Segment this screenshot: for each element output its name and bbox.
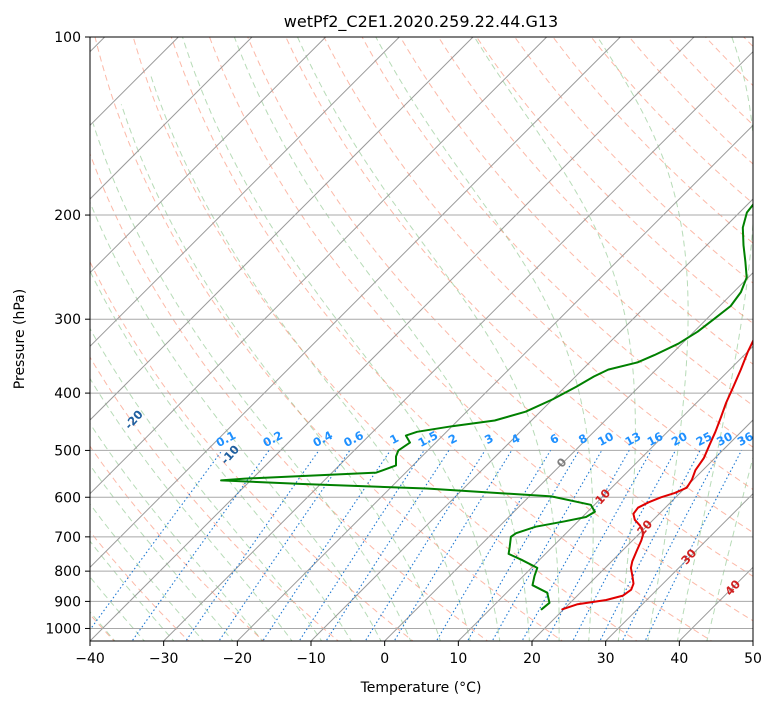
dry-adiabat-line — [130, 24, 641, 644]
moist-adiabat-line — [376, 37, 593, 643]
mixing-ratio-label: 30 — [714, 429, 735, 449]
chart-title: wetPf2_C2E1.2020.259.22.44.G13 — [284, 12, 558, 32]
dry-adiabat-label: -20 — [122, 407, 146, 432]
dry-adiabat-line — [656, 24, 775, 644]
x-tick-label: 40 — [670, 651, 688, 667]
dry-adiabat-line — [318, 24, 775, 644]
reference-line-labels: -100-90-80-70-60-50-40-30-20-10010203040… — [0, 17, 756, 598]
y-axis-title: Pressure (hPa) — [12, 289, 28, 389]
mixing-ratio-label: 16 — [645, 429, 666, 449]
y-tick-label: 400 — [54, 386, 81, 402]
mixing-ratio-label: 0.6 — [341, 428, 366, 450]
isotherm-line — [90, 37, 694, 641]
mixing-ratio-line — [80, 450, 222, 643]
dewpoint-trace — [221, 37, 775, 609]
moist-adiabat-line — [298, 37, 560, 643]
y-tick-label: 1000 — [45, 621, 81, 637]
x-tick-label: 0 — [380, 651, 389, 667]
mixing-ratio-label: 13 — [623, 429, 644, 449]
x-tick-label: −30 — [149, 651, 179, 667]
mixing-ratio-line — [466, 450, 579, 643]
isotherm-line — [0, 37, 326, 641]
moist-adiabat-line — [93, 123, 412, 643]
dry-adiabat-line — [17, 24, 416, 644]
dry-adiabat-line — [54, 24, 491, 644]
dry-adiabats — [0, 24, 775, 644]
dry-adiabat-line — [0, 24, 191, 644]
dry-adiabat-line — [430, 24, 775, 644]
x-axis-title: Temperature (°C) — [360, 680, 482, 696]
moist-adiabats — [0, 37, 775, 643]
x-tick-label: 30 — [597, 651, 615, 667]
x-tick-label: −10 — [296, 651, 326, 667]
pressure-gridlines — [90, 37, 753, 628]
x-tick-label: −40 — [75, 651, 105, 667]
x-tick-label: 20 — [523, 651, 541, 667]
mixing-ratio-line — [325, 450, 449, 643]
y-tick-label: 800 — [54, 564, 81, 580]
temperature-trace — [562, 37, 775, 609]
mixing-ratio-label: 2 — [446, 431, 460, 447]
sounding-traces — [221, 37, 775, 609]
isotherm-line — [164, 37, 768, 641]
dry-adiabat-line — [581, 24, 775, 644]
mixing-ratio-label: 6 — [548, 431, 562, 447]
y-tick-label: 600 — [54, 490, 81, 506]
moist-adiabat-line — [598, 37, 689, 643]
moist-adiabat-label: 0 — [554, 455, 570, 470]
isotherm-line — [679, 37, 775, 641]
y-axis: 100 200 300 400 500 600 700 800 900 1000 — [45, 30, 90, 637]
x-tick-label: −20 — [223, 651, 253, 667]
mixing-ratio-line — [572, 450, 676, 643]
dry-adiabat-line — [393, 24, 775, 644]
isotherm-line — [0, 37, 547, 641]
mixing-ratio-label: 0.2 — [260, 428, 285, 450]
isotherms — [0, 37, 775, 641]
mixing-ratio-label: 0.4 — [310, 428, 335, 450]
y-tick-label: 500 — [54, 443, 81, 459]
isotherm-line — [311, 37, 775, 641]
mixing-ratio-label: 4 — [509, 431, 523, 447]
moist-adiabat-label: 30 — [678, 546, 699, 567]
y-tick-label: 700 — [54, 530, 81, 546]
isotherm-line — [753, 37, 775, 641]
y-tick-label: 900 — [54, 594, 81, 610]
y-tick-label: 300 — [54, 312, 81, 328]
mixing-ratio-label: 25 — [694, 429, 715, 449]
moist-adiabat-line — [121, 104, 441, 643]
mixing-ratio-line — [364, 450, 485, 643]
mixing-ratio-line — [435, 450, 551, 643]
dry-adiabat-line — [0, 24, 266, 644]
dry-adiabat-label: -30 — [31, 369, 55, 394]
dry-adiabat-line — [769, 24, 775, 644]
dry-adiabat-line — [506, 24, 775, 644]
x-tick-label: 10 — [449, 651, 467, 667]
dry-adiabat-line — [694, 24, 775, 644]
x-tick-label: 50 — [744, 651, 762, 667]
y-tick-label: 100 — [54, 30, 81, 46]
moist-adiabat-line — [183, 37, 501, 643]
isotherm-line — [16, 37, 620, 641]
x-axis: −40 −30 −20 −10 0 10 20 30 40 50 — [75, 641, 762, 667]
dry-adiabat-line — [355, 24, 775, 644]
y-tick-label: 200 — [54, 208, 81, 224]
plot-area: -100-90-80-70-60-50-40-30-20-10010203040… — [0, 17, 775, 643]
moist-adiabat-line — [71, 150, 383, 644]
